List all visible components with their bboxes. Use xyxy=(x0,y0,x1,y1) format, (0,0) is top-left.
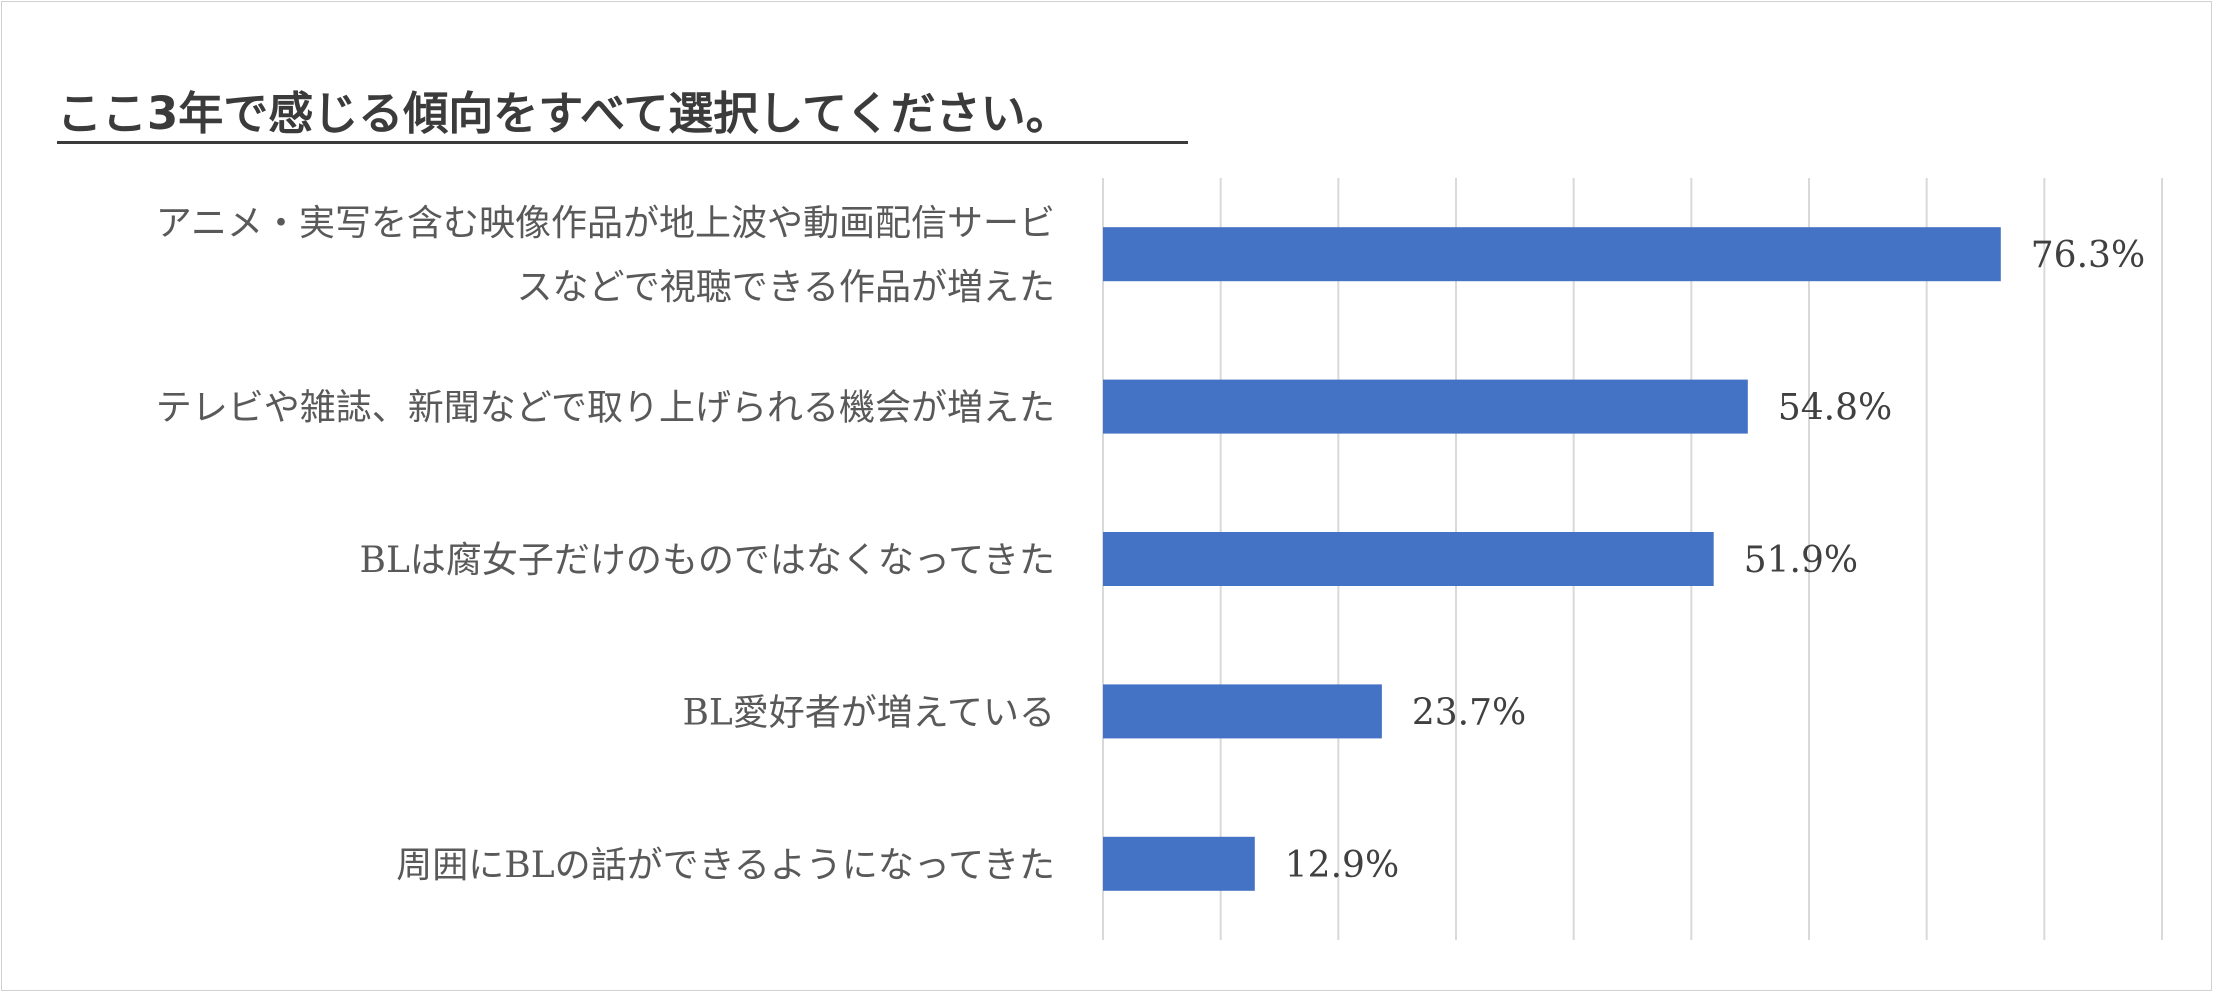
category-label-line: テレビや雑誌、新聞などで取り上げられる機会が増えた xyxy=(156,388,1055,429)
bar xyxy=(1103,227,2001,282)
bar xyxy=(1103,684,1382,739)
category-label-line: アニメ・実写を含む映像作品が地上波や動画配信サービ xyxy=(156,203,1055,244)
bar-value-label: 76.3% xyxy=(2031,235,2145,276)
bar-value-label: 23.7% xyxy=(1412,692,1526,733)
bars xyxy=(1103,227,2001,891)
category-label-line: スなどで視聴できる作品が増えた xyxy=(516,267,1055,308)
bar-value-label: 12.9% xyxy=(1285,845,1399,886)
category-label: BLは腐女子だけのものではなくなってきた xyxy=(360,540,1055,581)
bar xyxy=(1103,836,1255,891)
value-labels: 76.3% 54.8% 51.9% 23.7% 12.9% xyxy=(1285,235,2145,886)
title-underline xyxy=(57,141,1188,144)
category-label: テレビや雑誌、新聞などで取り上げられる機会が増えた xyxy=(156,388,1055,429)
bar-value-label: 54.8% xyxy=(1778,388,1892,429)
category-label: BL愛好者が増えている xyxy=(682,692,1055,733)
category-label-line: 周囲にBLの話ができるようになってきた xyxy=(396,845,1055,886)
bar xyxy=(1103,532,1714,586)
bar xyxy=(1103,379,1748,434)
bar-value-label: 51.9% xyxy=(1744,540,1858,581)
category-label: アニメ・実写を含む映像作品が地上波や動画配信サービスなどで視聴できる作品が増えた xyxy=(156,203,1055,308)
category-label-line: BL愛好者が増えている xyxy=(682,692,1055,733)
category-labels: アニメ・実写を含む映像作品が地上波や動画配信サービスなどで視聴できる作品が増えた… xyxy=(156,203,1055,886)
chart-title: ここ3年で感じる傾向をすべて選択してください。 xyxy=(57,87,1071,140)
category-label: 周囲にBLの話ができるようになってきた xyxy=(396,845,1055,886)
category-label-line: BLは腐女子だけのものではなくなってきた xyxy=(360,540,1055,581)
